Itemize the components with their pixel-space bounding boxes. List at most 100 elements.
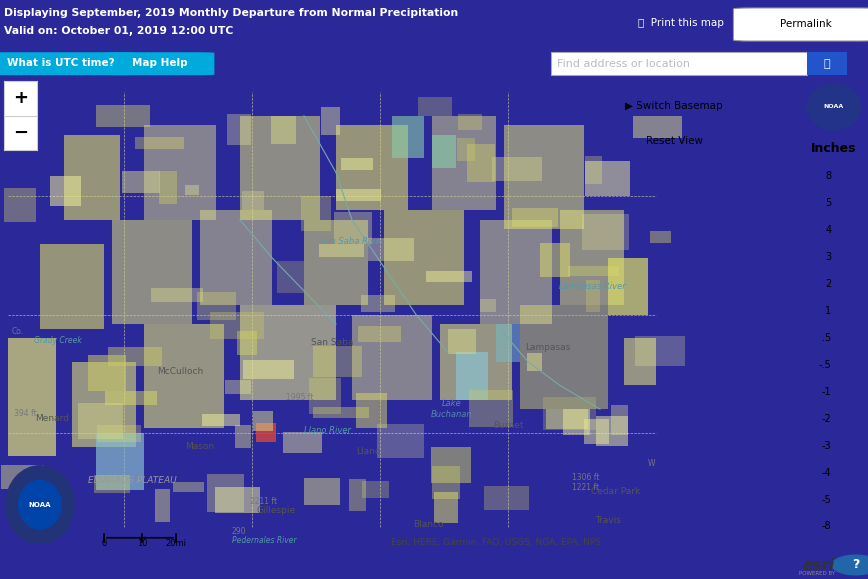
Bar [540,243,569,277]
Bar [173,482,204,492]
Bar [135,137,184,149]
Bar [97,425,141,442]
Text: Valid on: October 01, 2019 12:00 UTC: Valid on: October 01, 2019 12:00 UTC [4,26,233,36]
Bar [256,423,276,442]
Bar [234,424,251,448]
Bar [582,214,629,250]
Bar [633,116,682,138]
Bar [586,161,630,196]
Bar [8,338,56,456]
Bar [624,338,656,386]
Bar [301,196,332,232]
Bar [356,393,387,428]
Text: 394 ft: 394 ft [15,409,37,419]
Bar [237,331,257,356]
FancyBboxPatch shape [0,52,135,75]
Bar [562,409,590,435]
Bar [202,414,240,426]
Bar [185,185,199,195]
Text: 0: 0 [102,539,107,548]
Text: Lampasas River: Lampasas River [559,281,625,291]
Bar [542,397,596,430]
Bar [304,220,368,305]
Text: Kimble: Kimble [29,494,60,504]
Bar [155,489,170,522]
Text: Permalink: Permalink [779,19,832,29]
Bar [440,324,512,400]
Bar [491,157,542,181]
Text: Lampasas: Lampasas [525,343,570,352]
Bar [4,188,36,222]
Bar [470,390,513,427]
Bar [480,299,496,312]
Bar [432,135,456,168]
Text: 1306 ft: 1306 ft [572,473,600,482]
Bar [352,314,432,400]
Text: 1: 1 [825,306,832,316]
Circle shape [806,84,861,130]
Bar [484,486,529,510]
Text: 1995 ft: 1995 ft [286,393,313,402]
Text: 4: 4 [825,225,832,235]
Bar [313,407,369,418]
Bar [313,346,362,377]
Bar [227,114,251,145]
Text: Grady Creek: Grady Creek [34,336,82,345]
Text: What is UTC time?: What is UTC time? [7,58,115,68]
Text: 20mi: 20mi [166,539,187,548]
Bar [585,156,602,184]
Bar [467,144,495,182]
Bar [200,210,272,305]
Text: -4: -4 [822,468,832,478]
Text: -8: -8 [822,522,832,532]
Bar [635,336,685,366]
Bar [527,353,542,371]
Bar [458,114,482,130]
Text: Reset View: Reset View [646,136,702,146]
Bar [520,305,608,409]
Bar [456,353,488,400]
Bar [19,94,35,122]
Text: -.5: -.5 [819,360,832,370]
Bar [431,448,471,483]
Text: 3: 3 [825,252,832,262]
Bar [240,305,336,400]
Bar [807,52,847,75]
Bar [243,360,294,379]
Text: Menard: Menard [35,414,69,423]
Bar [560,210,624,305]
Bar [496,324,520,362]
Bar [122,171,160,193]
Bar [358,327,401,342]
Bar [159,171,177,204]
Bar [434,492,457,523]
Bar [64,135,120,220]
Text: 2: 2 [825,279,832,289]
Bar [586,280,600,312]
Bar [272,116,296,144]
FancyBboxPatch shape [106,52,214,75]
Text: San Saba River: San Saba River [320,237,384,245]
Text: Travis: Travis [595,516,621,525]
Text: Gillespie: Gillespie [256,506,296,515]
Text: 2211 ft: 2211 ft [251,497,278,506]
Bar [226,380,251,394]
Text: −: − [13,124,29,142]
Bar [426,271,471,282]
Bar [596,416,628,446]
Bar [144,125,216,220]
Bar [105,391,156,405]
Text: Llano: Llano [356,447,380,456]
Text: 8: 8 [825,171,832,181]
Text: Mason: Mason [186,442,214,452]
Text: NOAA: NOAA [824,104,844,109]
Text: Displaying September, 2019 Monthly Departure from Normal Precipitation: Displaying September, 2019 Monthly Depar… [4,8,458,17]
Text: esri: esri [803,558,835,573]
Bar [96,105,150,127]
Bar [72,362,136,447]
Bar [253,411,273,431]
Bar [432,466,460,499]
Text: NOAA: NOAA [29,501,51,508]
Text: Burnet: Burnet [493,421,523,430]
Bar [197,292,236,320]
